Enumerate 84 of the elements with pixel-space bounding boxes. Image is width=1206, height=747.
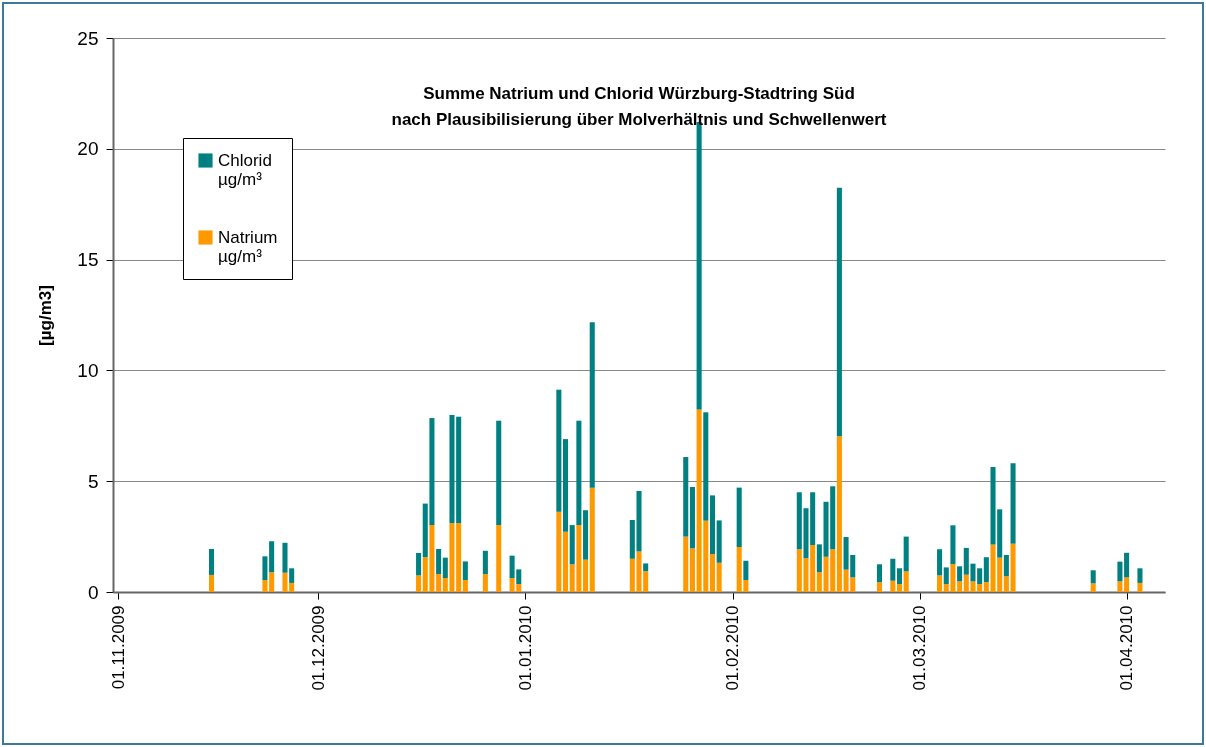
bar xyxy=(563,439,569,532)
bar xyxy=(442,557,448,579)
bar xyxy=(1117,581,1123,592)
y-tick-label: 5 xyxy=(87,470,99,492)
bar xyxy=(563,531,569,592)
bar xyxy=(876,564,882,583)
bar xyxy=(950,525,956,565)
bar xyxy=(743,560,749,581)
bar xyxy=(1003,576,1009,592)
bar xyxy=(416,575,422,592)
bar xyxy=(1003,554,1009,577)
bar xyxy=(716,520,722,563)
bar xyxy=(836,187,842,437)
bar xyxy=(1137,582,1143,592)
x-tick-label: 01.02.2010 xyxy=(723,605,743,691)
bar xyxy=(1090,583,1096,592)
bar xyxy=(709,554,715,592)
bar xyxy=(496,420,502,526)
y-tick-label: 0 xyxy=(87,581,99,603)
bar xyxy=(983,557,989,583)
bar xyxy=(1117,561,1123,582)
bar xyxy=(903,571,909,592)
bar xyxy=(689,486,695,549)
x-tick-label: 01.11.2009 xyxy=(108,605,128,690)
bar xyxy=(896,568,903,585)
bar xyxy=(876,582,882,592)
bar xyxy=(208,549,215,575)
bar xyxy=(957,581,963,592)
x-tick-label: 01.12.2009 xyxy=(308,605,328,691)
bar xyxy=(709,495,715,555)
bar xyxy=(937,575,943,592)
bar xyxy=(683,536,689,592)
bar xyxy=(703,412,709,521)
bar xyxy=(943,567,949,585)
bar xyxy=(1124,552,1130,578)
bar xyxy=(556,511,562,592)
bar xyxy=(836,436,842,592)
y-tick-label: 15 xyxy=(77,249,99,271)
bar xyxy=(583,510,589,560)
y-axis-title: [µg/m3] xyxy=(36,285,56,346)
y-tick-label: 25 xyxy=(77,27,99,49)
legend-label: Natrium µg/m³ xyxy=(218,227,278,266)
y-tick-label: 20 xyxy=(77,138,99,160)
bar xyxy=(896,584,903,592)
bar xyxy=(1090,570,1096,584)
bar xyxy=(689,548,695,592)
bar xyxy=(890,580,896,592)
bar xyxy=(269,572,275,592)
bar xyxy=(208,574,215,592)
y-tick-label: 10 xyxy=(77,359,99,381)
bar xyxy=(269,541,275,573)
bar xyxy=(643,563,649,572)
text: Summe Natrium und Chlorid Würzburg-Stadtring Süd nach Plausibilisierung über Molverhältnis und Schwellenwert xyxy=(391,84,887,129)
bar xyxy=(903,536,909,572)
bar xyxy=(1010,543,1016,592)
bar xyxy=(496,525,502,592)
bar xyxy=(1124,577,1130,592)
bar xyxy=(462,580,468,592)
bar xyxy=(583,559,589,592)
bar xyxy=(462,561,468,581)
bar xyxy=(683,457,689,537)
bar xyxy=(589,487,595,592)
bar xyxy=(576,420,582,526)
bar xyxy=(416,553,422,576)
bar xyxy=(937,549,943,576)
bar xyxy=(556,389,562,512)
x-tick-label: 01.01.2010 xyxy=(515,605,535,691)
bar xyxy=(890,558,896,581)
bar xyxy=(569,525,575,565)
bar xyxy=(736,487,742,548)
bar xyxy=(1137,568,1143,583)
legend-label: Chlorid µg/m³ xyxy=(218,150,272,189)
bar xyxy=(436,549,442,575)
bar xyxy=(589,322,595,488)
bar xyxy=(262,580,268,592)
bar xyxy=(482,574,488,592)
bar xyxy=(436,574,442,592)
bar xyxy=(1010,463,1016,544)
bar xyxy=(482,550,488,575)
x-tick-label: 01.04.2010 xyxy=(1117,605,1137,691)
bar xyxy=(262,556,268,581)
bar xyxy=(957,566,963,582)
bar xyxy=(716,562,722,592)
x-tick-label: 01.03.2010 xyxy=(910,605,930,691)
